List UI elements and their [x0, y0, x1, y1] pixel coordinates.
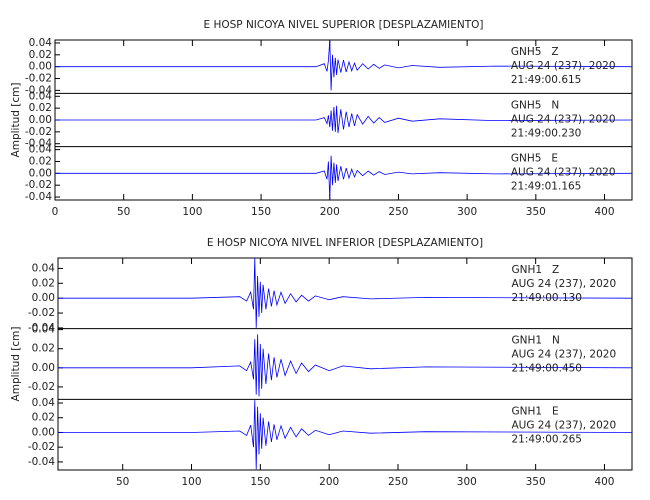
y-tick-label: -0.02	[25, 179, 52, 191]
x-tick-label: 50	[117, 206, 130, 218]
y-tick-label: -0.02	[25, 126, 52, 138]
x-tick-label: 150	[251, 206, 271, 218]
x-tick-label: 400	[595, 206, 615, 218]
x-tick-label: 300	[457, 476, 477, 488]
waveform	[58, 334, 633, 397]
chart-title: E HOSP NICOYA NIVEL INFERIOR [DESPLAZAMI…	[207, 237, 483, 249]
trace-station: GNH5 Z	[511, 46, 559, 58]
x-tick-label: 250	[388, 206, 408, 218]
x-tick-label: 100	[182, 206, 202, 218]
x-tick-label: 200	[319, 476, 339, 488]
y-axis-label: Amplitud [cm]	[10, 327, 22, 402]
y-tick-label: 0.04	[32, 324, 56, 336]
trace-time: 21:49:01.165	[511, 181, 582, 193]
x-tick-label: 400	[594, 476, 614, 488]
chart-title: E HOSP NICOYA NIVEL SUPERIOR [DESPLAZAMI…	[203, 19, 483, 31]
trace-date: AUG 24 (237), 2020	[511, 349, 616, 361]
trace-date: AUG 24 (237), 2020	[511, 113, 616, 125]
plot-frame	[57, 257, 633, 471]
y-tick-label: -0.04	[25, 84, 52, 96]
trace-station: GNH5 E	[511, 153, 558, 165]
y-tick-label: 0.00	[29, 167, 52, 179]
waveform	[55, 155, 633, 200]
y-tick-label: 0.02	[29, 102, 52, 114]
y-tick-label: -0.02	[25, 73, 52, 85]
waveform	[55, 39, 633, 91]
trace-date: AUG 24 (237), 2020	[511, 278, 616, 290]
y-tick-label: 0.00	[32, 292, 55, 304]
y-tick-label: -0.04	[28, 322, 55, 334]
x-tick-label: 100	[181, 476, 201, 488]
trace-date: AUG 24 (237), 2020	[511, 167, 616, 179]
y-tick-label: 0.04	[32, 397, 56, 409]
y-tick-label: 0.00	[29, 61, 52, 73]
x-tick-label: 200	[320, 206, 340, 218]
x-tick-label: 150	[250, 476, 270, 488]
y-tick-label: 0.02	[29, 155, 52, 167]
x-tick-label: 250	[388, 476, 408, 488]
y-tick-label: 0.04	[29, 144, 53, 156]
trace-date: AUG 24 (237), 2020	[511, 419, 616, 431]
x-tick-label: 350	[526, 206, 546, 218]
trace-time: 21:49:00.130	[511, 292, 582, 304]
trace-time: 21:49:00.615	[511, 74, 582, 86]
trace-time: 21:49:00.450	[511, 363, 582, 375]
y-tick-label: 0.02	[32, 277, 55, 289]
y-tick-label: 0.02	[29, 49, 52, 61]
y-tick-label: 0.00	[32, 362, 55, 374]
x-tick-label: 50	[116, 476, 129, 488]
y-axis-label: Amplitud [cm]	[10, 83, 22, 158]
trace-station: GNH1 E	[511, 405, 558, 417]
waveform	[55, 105, 633, 134]
x-tick-label: 300	[457, 206, 477, 218]
y-tick-label: 0.00	[32, 426, 55, 438]
y-tick-label: -0.04	[25, 138, 52, 150]
y-tick-label: -0.02	[28, 381, 55, 393]
y-tick-label: 0.02	[32, 343, 55, 355]
trace-station: GNH1 Z	[511, 264, 559, 276]
trace-time: 21:49:00.265	[511, 433, 582, 445]
x-tick-label: 0	[52, 206, 59, 218]
waveform	[58, 257, 633, 328]
trace-station: GNH1 N	[511, 335, 559, 347]
y-tick-label: 0.00	[29, 114, 52, 126]
y-tick-label: -0.04	[25, 191, 52, 203]
y-tick-label: -0.02	[28, 441, 55, 453]
y-tick-label: 0.02	[32, 412, 55, 424]
y-tick-label: 0.04	[29, 37, 53, 49]
x-tick-label: 350	[526, 476, 546, 488]
y-tick-label: 0.04	[29, 90, 53, 102]
trace-station: GNH5 N	[511, 99, 559, 111]
trace-time: 21:49:00.230	[511, 127, 582, 139]
trace-date: AUG 24 (237), 2020	[511, 60, 616, 72]
y-tick-label: 0.04	[32, 262, 56, 274]
y-tick-label: -0.04	[28, 456, 55, 468]
waveform	[58, 400, 633, 470]
y-tick-label: -0.02	[28, 307, 55, 319]
